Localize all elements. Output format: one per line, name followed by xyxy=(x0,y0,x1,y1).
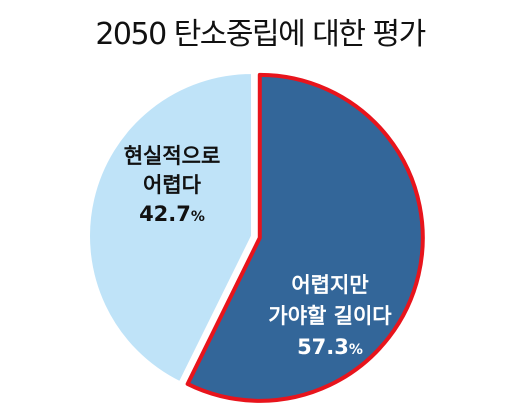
slice-value-label: 42.7 xyxy=(139,202,191,226)
slice-label-difficult-but-must-go: 어렵지만 가야할 길이다 57.3% xyxy=(268,273,392,359)
slice-label-line: 어렵지만 xyxy=(291,273,368,297)
slice-value-label: 57.3 xyxy=(297,335,349,359)
pie-slice-realistically-difficult xyxy=(88,72,253,384)
svg-text:57.3%: 57.3% xyxy=(297,335,363,359)
svg-text:어렵다: 어렵다 xyxy=(143,173,202,197)
slice-label-line: 어렵다 xyxy=(143,173,202,197)
slice-label-line: 가야할 길이다 xyxy=(268,304,392,328)
slice-label-realistically-difficult: 현실적으로 어렵다 42.7% xyxy=(124,144,221,226)
svg-text:현실적으로: 현실적으로 xyxy=(124,144,221,168)
svg-text:가야할 길이다: 가야할 길이다 xyxy=(268,304,392,328)
svg-text:어렵지만: 어렵지만 xyxy=(291,273,368,297)
chart-title: 2050 탄소중립에 대한 평가 xyxy=(95,17,425,52)
slice-value-unit: % xyxy=(349,342,363,358)
svg-text:42.7%: 42.7% xyxy=(139,202,205,226)
slice-value-unit: % xyxy=(191,209,205,225)
slice-label-line: 현실적으로 xyxy=(124,144,221,168)
pie-slices xyxy=(88,72,425,403)
pie-slice-difficult-but-must-go xyxy=(185,72,425,403)
